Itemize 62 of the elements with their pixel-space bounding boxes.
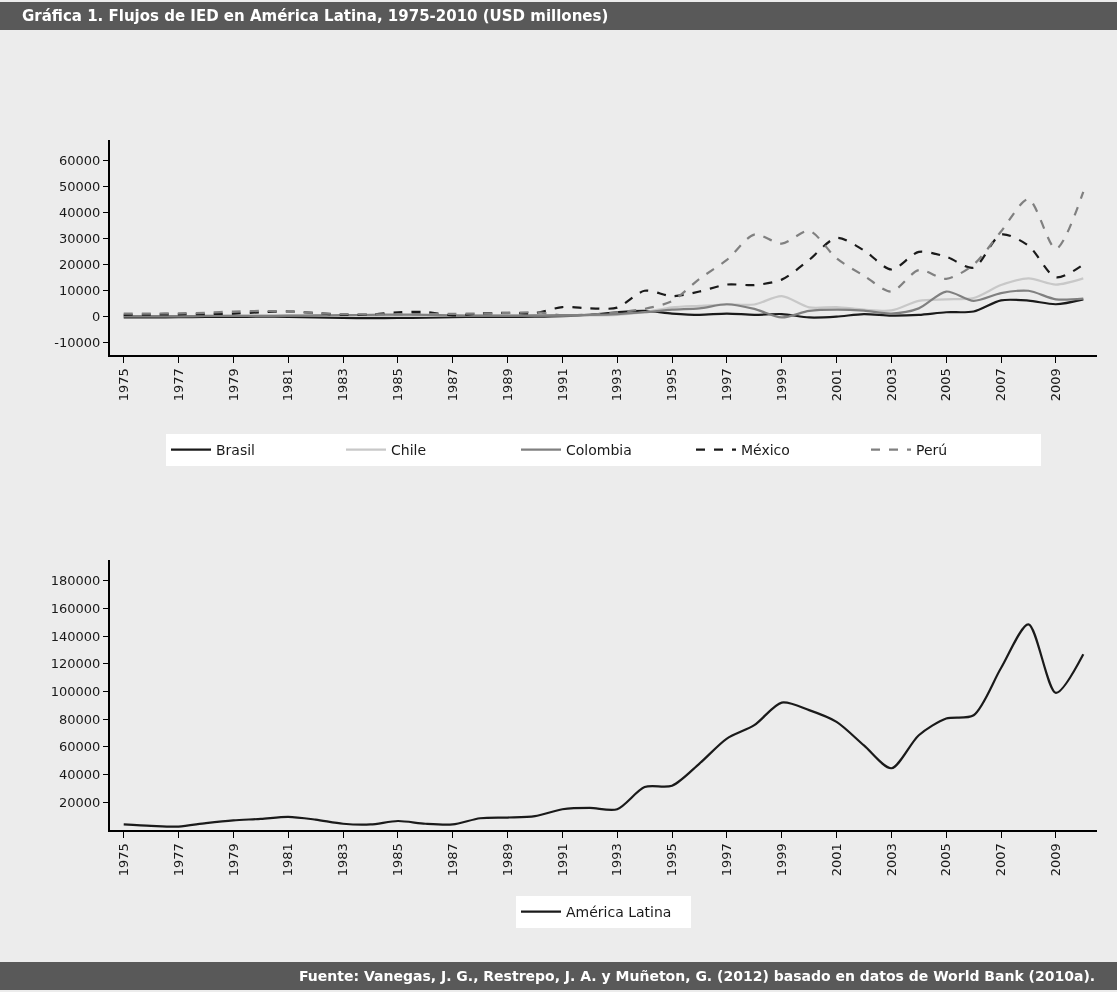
x-tick-label: 1975 <box>115 368 131 402</box>
x-tick-label: 2005 <box>938 843 954 877</box>
line-series <box>122 623 1085 828</box>
x-tick-label: 2001 <box>828 843 844 877</box>
x-tick-label: 1991 <box>554 843 570 877</box>
chart-title: Gráfica 1. Flujos de IED en América Latina, 1975-2010 (USD millones) <box>22 7 609 25</box>
x-tick-label: 2007 <box>993 843 1009 877</box>
x-tick-label: 1977 <box>170 368 186 402</box>
x-tick-label: 1997 <box>719 843 735 877</box>
y-tick-label: 20000 <box>59 256 101 272</box>
x-tick-label: 1981 <box>280 368 296 402</box>
x-tick-label: 2003 <box>883 368 899 402</box>
x-tick-label: 2009 <box>1048 843 1064 877</box>
y-tick-label: 180000 <box>50 573 101 589</box>
y-tick-label: 80000 <box>59 711 101 727</box>
x-tick-label: 1985 <box>390 843 406 877</box>
y-tick-label: 120000 <box>50 656 101 672</box>
x-tick-label: 1987 <box>444 368 460 402</box>
x-tick-label: 1995 <box>664 368 680 402</box>
x-tick-label: 1989 <box>499 368 515 402</box>
x-tick-label: 1985 <box>390 368 406 402</box>
x-tick-label: 1999 <box>773 843 789 877</box>
legend-label: Chile <box>391 442 427 459</box>
y-tick-label: 10000 <box>59 282 101 298</box>
x-tick-label: 1975 <box>115 843 131 877</box>
y-tick-label: 60000 <box>59 153 101 169</box>
x-tick-label: 1989 <box>499 843 515 877</box>
y-tick-label: 0 <box>92 308 101 324</box>
x-tick-label: 1993 <box>609 843 625 877</box>
legend-label: Perú <box>916 442 948 459</box>
legend-label: Colombia <box>566 442 632 459</box>
legend-label: México <box>741 442 790 459</box>
y-tick-label: 140000 <box>50 628 101 644</box>
source-note: Fuente: Vanegas, J. G., Restrepo, J. A. y Muñeton, G. (2012) basado en datos de World Bank (2010a). <box>299 968 1096 984</box>
x-tick-label: 2009 <box>1048 368 1064 402</box>
x-tick-label: 1991 <box>554 368 570 402</box>
x-tick-label: 1993 <box>609 368 625 402</box>
x-tick-label: 2005 <box>938 368 954 402</box>
x-tick-label: 1995 <box>664 843 680 877</box>
legend-label: Brasil <box>216 442 256 459</box>
y-tick-label: 50000 <box>59 179 101 195</box>
x-tick-label: 1987 <box>444 843 460 877</box>
x-tick-label: 2001 <box>828 368 844 402</box>
y-tick-label: -10000 <box>54 334 101 350</box>
legend-label: América Latina <box>566 904 672 921</box>
x-tick-label: 1983 <box>335 843 351 877</box>
y-tick-label: 40000 <box>59 767 101 783</box>
x-tick-label: 1977 <box>170 843 186 877</box>
x-tick-label: 1979 <box>225 368 241 402</box>
y-tick-label: 100000 <box>50 684 101 700</box>
x-tick-label: 1979 <box>225 843 241 877</box>
x-tick-label: 1981 <box>280 843 296 877</box>
y-tick-label: 40000 <box>59 205 101 221</box>
x-tick-label: 2007 <box>993 368 1009 402</box>
y-tick-label: 30000 <box>59 230 101 246</box>
x-tick-label: 1997 <box>719 368 735 402</box>
x-tick-label: 1999 <box>773 368 789 402</box>
x-tick-label: 2003 <box>883 843 899 877</box>
y-tick-label: 160000 <box>50 601 101 617</box>
y-tick-label: 20000 <box>59 794 101 810</box>
x-tick-label: 1983 <box>335 368 351 402</box>
y-tick-label: 60000 <box>59 739 101 755</box>
